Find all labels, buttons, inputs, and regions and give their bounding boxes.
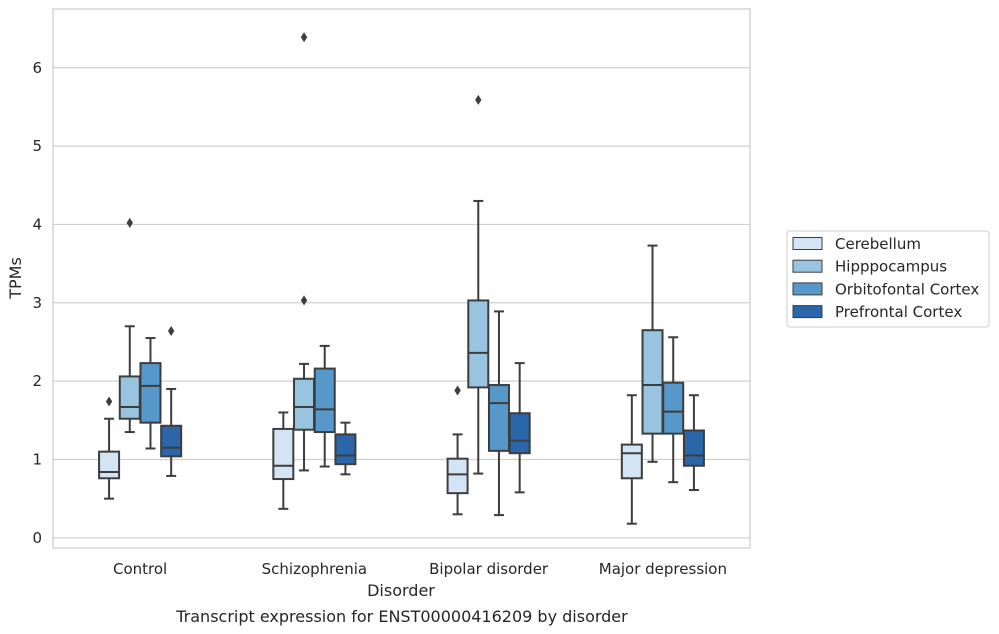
legend-swatch [792,259,823,273]
box-prefrontal-cortex [334,421,357,476]
box-iqr [160,424,183,458]
box-iqr [313,367,336,434]
outlier-point [454,385,461,396]
box-cerebellum [272,411,295,510]
box-iqr [641,329,664,435]
box-prefrontal-cortex [682,394,705,492]
legend-swatch [792,305,823,319]
box-iqr [662,381,685,435]
legend-label: Hipppocampus [835,258,947,276]
x-axis-label: Disorder [367,581,435,600]
box-iqr [139,362,162,424]
x-tick-label: Major depression [599,560,727,578]
y-tick-label: 2 [32,372,42,390]
box-orbitofontal-cortex [139,337,162,450]
legend-swatch [792,282,823,296]
legend: Cerebellum Hipppocampus Orbitofontal Corte… [786,230,990,328]
x-tick-label: Schizophrenia [262,560,367,578]
box-iqr [467,299,490,389]
x-tick-label: Bipolar disorder [429,560,549,578]
y-tick-label: 0 [32,529,42,547]
y-tick-label: 6 [32,59,42,77]
outlier-point [300,32,308,43]
box-prefrontal-cortex [160,325,183,477]
y-axis-label: TPMs [6,257,25,300]
box-iqr [620,443,643,480]
box-iqr [682,429,705,467]
legend-label: Cerebellum [835,235,921,253]
box-iqr [334,433,357,466]
legend-label: Prefrontal Cortex [835,303,962,321]
outlier-point [475,94,482,105]
box-iqr [118,375,141,420]
y-tick-labels: 0 1 2 3 4 5 6 [32,59,42,547]
legend-frame [786,230,990,328]
y-tick-label: 4 [32,215,42,233]
y-tick-label: 3 [32,294,42,312]
plot-frame [52,8,751,549]
box-prefrontal-cortex [508,362,531,494]
outlier-point [126,217,133,228]
box-hipppocampus [118,217,141,434]
box-iqr [293,377,316,431]
plot-background [53,9,750,548]
y-tick-label: 1 [32,450,42,468]
box-orbitofontal-cortex [662,336,685,484]
box-iqr [446,457,469,495]
outlier-point [105,396,113,407]
box-iqr [508,412,531,455]
box-orbitofontal-cortex [487,310,510,517]
box-cerebellum [620,394,643,525]
chart-caption: Transcript expression for ENST0000041620… [175,607,628,626]
box-hipppocampus [641,244,664,463]
outlier-point [300,295,308,306]
box-iqr [98,450,121,480]
box-orbitofontal-cortex [313,344,336,468]
x-tick-labels: Control Schizophrenia Bipolar disorder Majo… [113,560,727,578]
box-hipppocampus [467,94,490,475]
box-iqr [487,384,510,452]
box-cerebellum [446,385,469,516]
y-gridlines [53,67,750,539]
box-cerebellum [98,396,121,500]
legend-swatch [792,237,823,250]
outlier-point [167,325,175,336]
legend-label: Orbitofontal Cortex [835,280,979,298]
x-tick-label: Control [113,560,167,578]
y-tick-label: 5 [32,137,42,155]
box-groups [98,32,705,525]
box-iqr [272,427,295,481]
